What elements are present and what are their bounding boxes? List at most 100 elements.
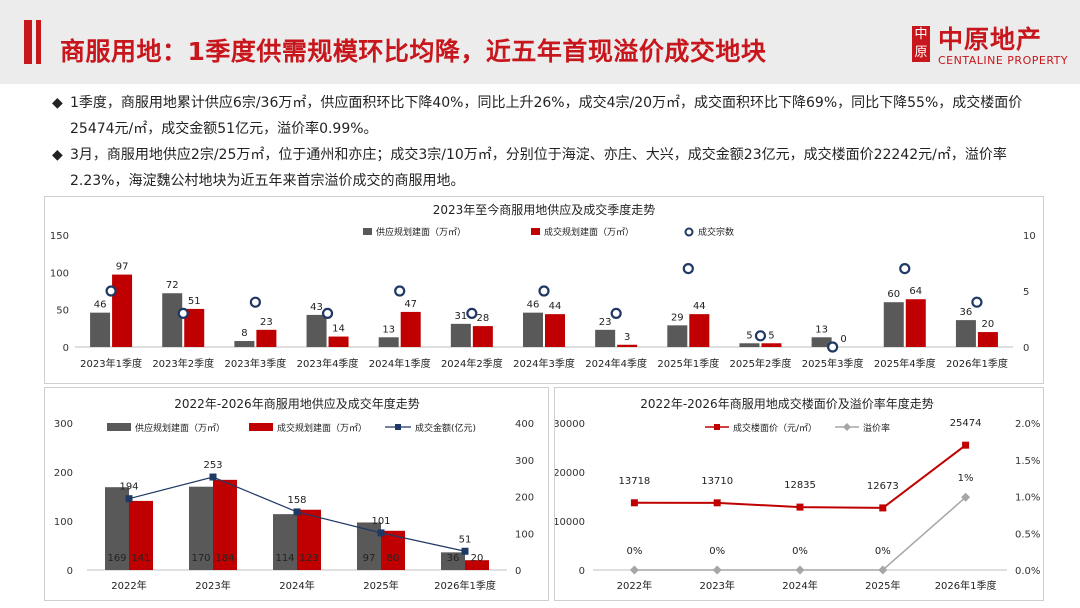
diamond-bullet-icon: ◆ — [52, 147, 63, 163]
y-tick-label: 10000 — [555, 517, 585, 528]
supply-data-label: 97 — [363, 553, 376, 564]
count-point — [899, 262, 911, 275]
premium-point — [629, 565, 639, 575]
y2-tick-label: 5 — [1023, 287, 1029, 298]
x-tick-label: 2023年1季度 — [80, 357, 142, 370]
deal-data-label: 3 — [624, 332, 630, 343]
deal-data-label: 44 — [549, 301, 562, 312]
header-bar: 商服用地：1季度供需规模环比均降，近五年首现溢价成交地块 中原 中原地产 CEN… — [0, 0, 1080, 84]
deal-data-label: 28 — [476, 313, 489, 324]
chart-title: 2022年-2026年商服用地成交楼面价及溢价率年度走势 — [640, 396, 933, 411]
supply-bar — [306, 314, 327, 347]
price-data-label: 25474 — [950, 418, 982, 429]
amount-data-label: 101 — [371, 516, 390, 527]
supply-bar — [234, 341, 255, 347]
legend-label: 成交楼面价（元/㎡） — [733, 422, 817, 434]
x-tick-label: 2023年 — [699, 579, 734, 592]
price-point — [630, 499, 638, 507]
supply-data-label: 13 — [815, 324, 828, 335]
price-point — [962, 441, 970, 449]
deal-bar — [689, 314, 710, 347]
y2-tick-label: 200 — [515, 493, 534, 504]
supply-data-label: 46 — [527, 300, 540, 311]
legend-swatch — [249, 423, 273, 431]
amount-point — [125, 495, 133, 503]
deal-data-label: 23 — [260, 317, 273, 328]
premium-data-label: 1% — [958, 473, 974, 484]
premium-data-label: 0% — [709, 546, 725, 557]
chart-title: 2023年至今商服用地供应及成交季度走势 — [433, 202, 656, 217]
x-tick-label: 2023年2季度 — [152, 357, 214, 370]
price-point — [879, 504, 887, 512]
supply-bar — [273, 514, 297, 570]
y-tick-label: 20000 — [555, 468, 585, 479]
supply-data-label: 72 — [166, 280, 179, 291]
logo-chinese-name: 中原地产 — [938, 25, 1043, 54]
logo-english-name: CENTALINE PROPERTY — [938, 54, 1069, 67]
amount-data-label: 158 — [287, 495, 306, 506]
amount-data-label: 253 — [203, 460, 222, 471]
deal-data-label: 44 — [693, 301, 706, 312]
header-accent-bar-thin — [36, 20, 41, 64]
x-tick-label: 2026年1季度 — [946, 357, 1008, 370]
deal-data-label: 5 — [768, 330, 774, 341]
count-point — [538, 285, 550, 297]
supply-bar — [883, 302, 904, 347]
x-tick-label: 2023年3季度 — [224, 357, 286, 370]
price-data-label: 13710 — [701, 476, 733, 487]
supply-bar — [667, 325, 688, 347]
count-point — [394, 285, 406, 297]
supply-data-label: 5 — [746, 330, 752, 341]
legend-label: 成交金额(亿元) — [415, 422, 476, 434]
x-tick-label: 2024年4季度 — [585, 357, 647, 370]
y-tick-label: 0 — [63, 343, 69, 354]
supply-data-label: 43 — [310, 302, 323, 313]
price-point — [713, 499, 721, 507]
legend-swatch-marker — [395, 424, 401, 430]
x-tick-label: 2025年 — [363, 579, 398, 592]
y-tick-label: 0 — [579, 566, 585, 577]
premium-point — [795, 565, 805, 575]
y2-tick-label: 10 — [1023, 231, 1036, 242]
supply-bar — [811, 337, 832, 347]
deal-data-label: 20 — [471, 553, 484, 564]
diamond-bullet-icon: ◆ — [52, 95, 63, 111]
count-point — [249, 296, 261, 308]
summary-bullet-march: ◆ 3月，商服用地供应2宗/25万㎡，位于通州和亦庄；成交3宗/10万㎡，分别位… — [52, 142, 1062, 194]
y2-tick-label: 100 — [515, 529, 534, 540]
legend-swatch — [363, 228, 372, 235]
amount-data-label: 194 — [119, 482, 138, 493]
supply-bar — [189, 486, 213, 570]
count-point — [610, 307, 622, 320]
supply-data-label: 31 — [454, 311, 467, 322]
deal-bar — [905, 299, 926, 347]
supply-data-label: 46 — [94, 300, 107, 311]
x-tick-label: 2024年 — [782, 579, 817, 592]
y-tick-label: 150 — [50, 231, 69, 242]
amount-point — [377, 529, 385, 537]
supply-bar — [162, 293, 183, 347]
deal-data-label: 47 — [404, 299, 417, 310]
count-point — [466, 307, 478, 320]
supply-bar — [739, 343, 760, 347]
count-point — [105, 285, 117, 297]
y2-tick-label: 1.0% — [1015, 493, 1040, 504]
y-tick-label: 0 — [67, 566, 73, 577]
deal-bar — [112, 274, 133, 347]
y-tick-label: 100 — [54, 517, 73, 528]
amount-point — [209, 473, 217, 481]
deal-data-label: 20 — [982, 319, 995, 330]
deal-bar — [545, 314, 565, 347]
summary-text: 1季度，商服用地累计供应6宗/36万㎡，供应面积环比下降40%，同比上升26%，… — [70, 95, 1023, 137]
count-point — [177, 307, 189, 320]
supply-bar — [441, 552, 465, 570]
deal-bar — [297, 509, 321, 570]
supply-bar — [523, 312, 543, 347]
supply-bar — [105, 487, 129, 570]
y2-tick-label: 2.0% — [1015, 419, 1040, 430]
premium-data-label: 0% — [792, 546, 808, 557]
legend-swatch — [107, 423, 131, 431]
amount-point — [293, 508, 301, 516]
summary-text: 3月，商服用地供应2宗/25万㎡，位于通州和亦庄；成交3宗/10万㎡，分别位于海… — [70, 147, 1007, 189]
supply-data-label: 60 — [887, 289, 900, 300]
